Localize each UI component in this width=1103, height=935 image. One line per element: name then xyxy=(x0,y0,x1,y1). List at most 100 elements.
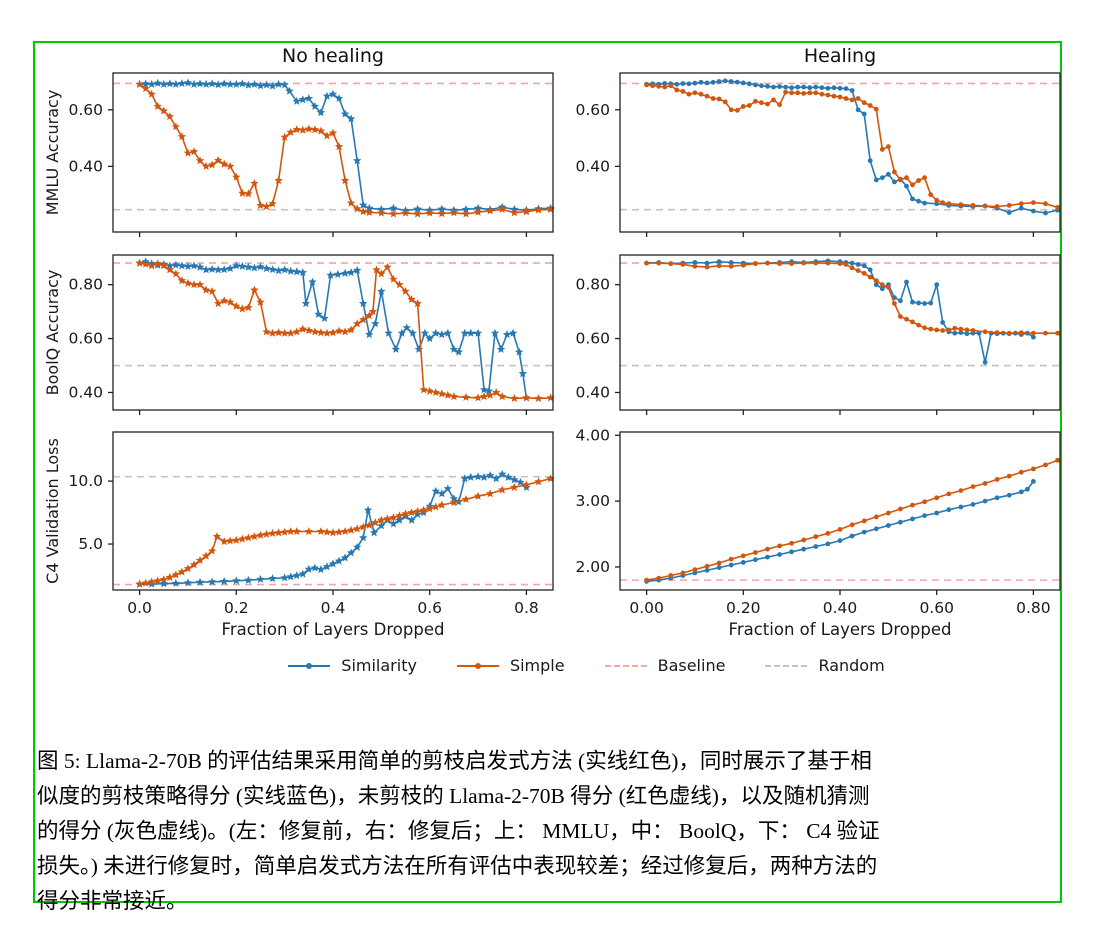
dot-marker-icon xyxy=(825,85,831,91)
star-marker-icon xyxy=(232,576,241,585)
dot-marker-icon xyxy=(825,531,831,536)
star-marker-icon xyxy=(316,108,326,117)
figure-plots: 0.40 0.60 MMLU Accuracy No healing 0.40 0.60 H… xyxy=(43,45,1061,639)
star-marker-icon xyxy=(280,527,289,536)
dot-marker-icon xyxy=(734,79,740,85)
star-marker-icon xyxy=(171,578,180,587)
star-marker-icon xyxy=(353,319,362,328)
dot-marker-icon xyxy=(831,93,837,99)
star-marker-icon xyxy=(340,553,350,562)
star-marker-icon xyxy=(334,326,344,335)
dot-marker-icon xyxy=(801,84,807,90)
dot-marker-icon xyxy=(728,263,734,269)
star-marker-icon xyxy=(522,207,531,216)
dot-marker-icon xyxy=(879,282,885,288)
dot-marker-icon xyxy=(934,327,940,333)
star-marker-icon xyxy=(359,533,368,542)
dot-marker-icon xyxy=(904,175,909,181)
dot-marker-icon xyxy=(813,534,819,540)
star-marker-icon xyxy=(359,299,368,308)
star-marker-icon xyxy=(496,344,506,353)
star-marker-icon xyxy=(389,274,398,283)
star-marker-icon xyxy=(492,474,501,483)
dot-marker-icon xyxy=(982,359,988,365)
dot-marker-icon xyxy=(849,522,855,528)
star-marker-icon xyxy=(449,208,459,217)
dot-marker-icon xyxy=(946,507,952,513)
star-marker-icon xyxy=(220,577,229,585)
star-marker-icon xyxy=(304,564,313,573)
dot-marker-icon xyxy=(692,90,698,96)
star-marker-icon xyxy=(226,264,235,272)
star-marker-icon xyxy=(372,265,381,274)
star-marker-icon xyxy=(285,86,294,95)
dot-marker-icon xyxy=(722,99,728,105)
star-marker-icon xyxy=(473,491,483,500)
dot-marker-icon xyxy=(916,198,921,204)
star-marker-icon xyxy=(431,502,440,511)
star-marker-icon xyxy=(368,307,378,316)
dot-marker-icon xyxy=(904,279,909,285)
star-marker-icon xyxy=(365,330,374,339)
star-marker-icon xyxy=(165,79,174,88)
star-marker-icon xyxy=(310,563,320,572)
y-tick-label: 0.40 xyxy=(575,157,610,175)
caption-line: 得分非常接近。 xyxy=(37,889,188,913)
star-marker-icon xyxy=(322,328,332,337)
dot-marker-icon xyxy=(1006,203,1012,208)
star-marker-icon xyxy=(479,385,489,394)
series-simple-markers xyxy=(135,258,555,402)
star-marker-icon xyxy=(449,392,459,401)
star-marker-icon xyxy=(141,578,150,587)
star-marker-icon xyxy=(226,297,235,306)
legend-dashed-line-sample xyxy=(765,664,808,667)
star-marker-icon xyxy=(286,572,295,581)
panel-boolq-no-healing: 0.40 0.60 0.80 BoolQ Accuracy xyxy=(43,254,555,415)
star-marker-icon xyxy=(461,205,471,213)
star-marker-icon xyxy=(419,505,428,514)
star-marker-icon xyxy=(419,508,428,517)
dot-marker-icon xyxy=(1006,473,1012,479)
star-marker-icon xyxy=(484,386,494,395)
star-marker-icon xyxy=(431,388,440,396)
star-marker-icon xyxy=(371,319,380,328)
star-marker-icon xyxy=(437,489,446,498)
dot-marker-icon xyxy=(970,203,976,208)
dot-marker-icon xyxy=(753,557,758,563)
dot-marker-icon xyxy=(904,316,909,322)
y-tick-label: 0.60 xyxy=(68,101,103,119)
y-tick-label: 4.00 xyxy=(575,426,610,444)
dot-marker-icon xyxy=(867,158,873,164)
dot-marker-icon xyxy=(879,175,885,181)
dot-marker-icon xyxy=(934,197,940,203)
star-marker-icon xyxy=(147,577,156,586)
dot-marker-icon xyxy=(662,84,668,90)
star-marker-icon xyxy=(486,489,495,498)
dot-marker-icon xyxy=(928,326,934,332)
star-marker-icon xyxy=(498,392,507,401)
star-marker-icon xyxy=(238,304,247,313)
star-marker-icon xyxy=(498,485,507,494)
legend-label: Baseline xyxy=(657,656,726,675)
star-marker-icon xyxy=(298,95,307,104)
dot-marker-icon xyxy=(892,179,897,185)
star-marker-icon xyxy=(250,263,259,272)
star-marker-icon xyxy=(346,114,356,123)
star-marker-icon xyxy=(346,525,356,534)
panel-title: Healing xyxy=(804,45,876,67)
y-tick-label: 0.40 xyxy=(68,383,103,401)
star-marker-icon xyxy=(407,508,416,517)
dot-marker-icon xyxy=(813,260,819,266)
star-marker-icon xyxy=(159,79,168,88)
star-marker-icon xyxy=(437,330,446,339)
dot-marker-icon xyxy=(801,546,807,552)
star-marker-icon xyxy=(183,78,193,87)
star-marker-icon xyxy=(226,536,235,545)
dot-marker-icon xyxy=(716,79,722,84)
star-marker-icon xyxy=(510,208,519,217)
star-marker-icon xyxy=(522,483,531,491)
star-marker-icon xyxy=(377,269,386,278)
star-marker-icon xyxy=(320,313,329,322)
y-axis-label: BoolQ Accuracy xyxy=(43,270,62,396)
star-marker-icon xyxy=(353,542,362,551)
